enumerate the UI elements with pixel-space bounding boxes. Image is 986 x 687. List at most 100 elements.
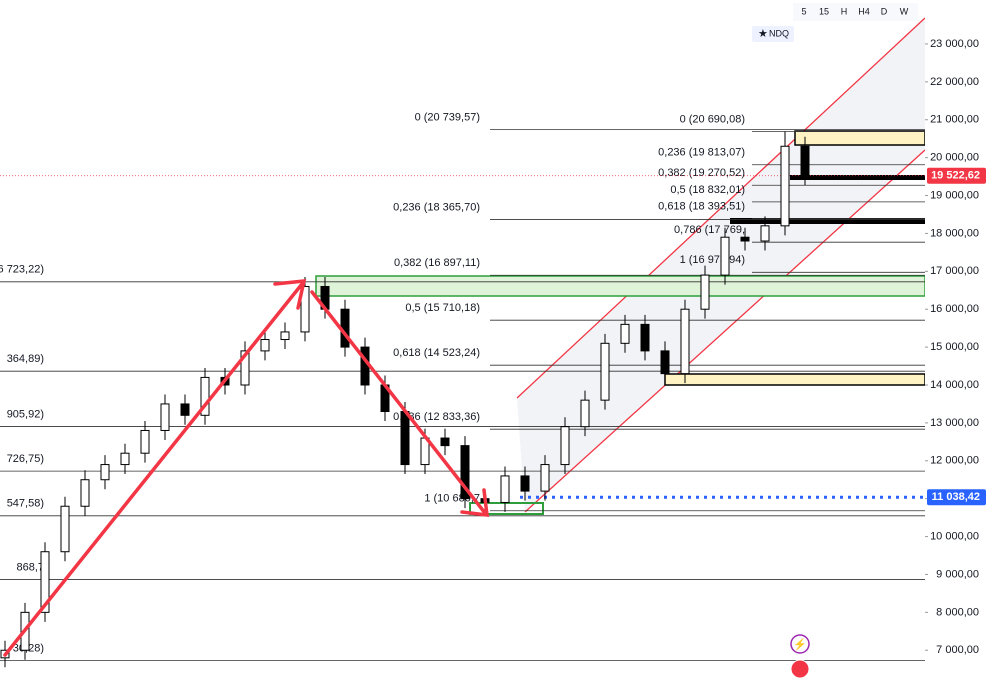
y-tick-label: 8 000,00 [936,606,979,618]
candle-body [140,429,150,454]
interval-bar: 5 15 H H4 D W [793,3,918,21]
candle-body [800,145,810,177]
candle-body [720,236,730,276]
fib-label: 0,236 (19 813,07) [658,147,745,159]
fib-label: 0,5 (15 710,18) [405,302,480,314]
fib-label: 0,618 (18 393,51) [658,200,745,212]
interval-button[interactable]: H [841,6,848,16]
interval-button[interactable]: W [900,6,909,16]
arrow-up [3,282,304,657]
zone-green-small [469,502,544,515]
y-tick-label: 16 000,00 [930,303,979,315]
fib-label: 0 (20 690,08) [680,113,745,125]
candle-body [760,225,770,242]
y-tick-label: 20 000,00 [930,152,979,164]
fib-label: 0,5 (18 832,01) [670,184,745,196]
arrow-head [273,279,307,310]
symbol: NDQ [769,28,789,38]
channel-lower [524,149,926,513]
candle-body [520,475,530,492]
y-tick-label: 22 000,00 [930,76,979,88]
flash-glyph: ⚡ [793,638,807,651]
zone-yellow [794,130,926,146]
candle-body [680,308,690,375]
axis-labels: 23 000,00 22 000,00 21 000,00 20 000,00 19 0… [925,38,986,656]
y-tick-label: 21 000,00 [930,114,979,126]
candle-body [620,323,630,344]
candle-body [200,376,210,416]
price-tag [927,489,986,506]
candle-body [260,339,270,352]
zone-yellow [664,373,926,386]
candle-body [540,464,550,492]
fib-label: 0 (20 739,57) [415,112,480,124]
y-tick-label: 14 000,00 [930,379,979,391]
channel-upper [516,17,926,399]
fib-label: 0,382 (16 897,11) [394,257,480,269]
price-tag [927,167,986,184]
candle-body [160,403,170,431]
fib-label: 364,89) [7,353,44,365]
y-tick-label: 10 000,00 [930,530,979,542]
candle-body [400,411,410,466]
fib-label: 0,382 (19 270,52) [658,167,745,179]
fib-label: 6 723,22) [0,264,44,276]
candle-body [80,479,90,507]
arrow-head [460,488,490,518]
candle-body [120,452,130,466]
arrow-down [310,290,487,515]
candle-body [740,236,750,242]
candle-body [780,145,790,227]
price-axis [925,0,986,687]
interval-button[interactable]: D [881,6,888,16]
y-tick-label: 19 000,00 [930,189,979,201]
y-tick-label: 12 000,00 [930,455,979,467]
zone-black [730,218,925,224]
fib-label: 0,786 (17 769, [674,224,745,236]
interval-bg [793,3,918,21]
candle-body [640,323,650,352]
candle-body [180,403,190,416]
zone-black [790,175,925,180]
fib-label: 1 (16 973,94) [680,254,745,266]
candle-body [240,350,250,386]
interval-button[interactable]: 5 [801,6,806,16]
candle-body [660,350,670,375]
fib-label: 0,618 (14 523,24) [393,347,480,359]
fib-label: 726,75) [7,453,44,465]
fib-label: 0,236 (18 365,70) [393,201,480,213]
candle-body [40,551,50,613]
candle-body [560,426,570,466]
symbol-badge [752,26,794,42]
price-tag-label: 11 038,42 [932,491,980,503]
interval-button[interactable]: 15 [819,6,829,16]
fib-label: 547,58) [7,498,44,510]
y-tick-label: 17 000,00 [930,265,979,277]
flash-icon[interactable] [790,634,810,654]
candle-body [440,437,450,447]
candle-body [580,399,590,428]
y-tick-label: 9 000,00 [936,568,979,580]
candle-body [700,274,710,310]
fib-label: 868,7 [16,561,44,573]
y-tick-label: 18 000,00 [930,227,979,239]
candle-body [460,445,470,500]
candle-body [500,475,510,503]
y-tick-label: 13 000,00 [930,417,979,429]
arrows [3,279,490,657]
candle-body [280,331,290,341]
flag-icon[interactable] [790,659,810,679]
fib-label: 0,786 (12 833,36) [393,411,480,423]
zone-green [315,275,926,297]
candle-body [60,505,70,553]
candle-body [100,464,110,481]
candle-body [300,285,310,333]
star-icon: ★ [758,28,768,40]
y-tick-label: 7 000,00 [936,644,979,656]
y-tick-label: 23 000,00 [930,38,979,50]
interval-button[interactable]: H4 [858,6,870,16]
price-tag-label: 19 522,62 [931,170,980,182]
levels: 6 723,22) 364,89) 905,92) 726,75) 547,58) 868… [0,112,925,661]
y-tick-label: 15 000,00 [930,341,979,353]
